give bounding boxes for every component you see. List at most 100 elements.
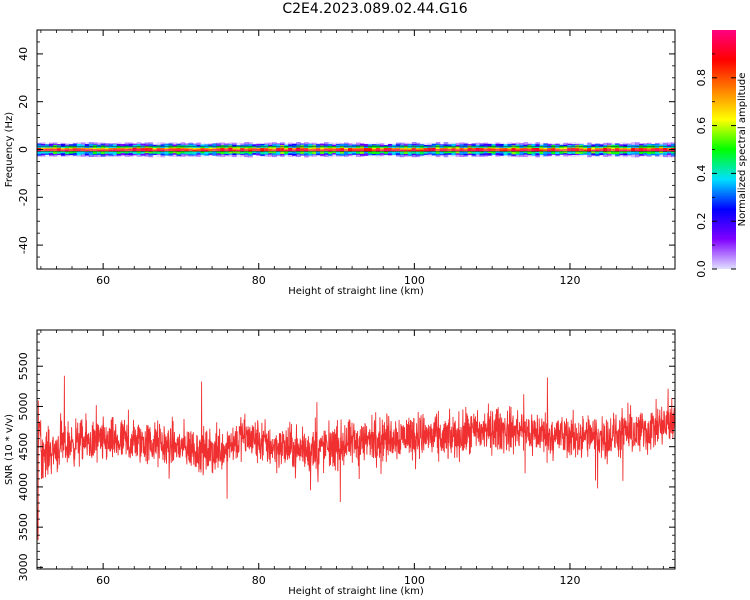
band-cell — [132, 149, 138, 151]
band-cell — [451, 149, 457, 151]
band-cell — [595, 149, 600, 151]
y-tick-label: 3500 — [17, 513, 30, 541]
band-cell — [228, 149, 233, 151]
band-cell — [336, 149, 341, 151]
axes-frame — [36, 29, 676, 270]
figure-title: C2E4.2023.089.02.44.G16 — [282, 1, 468, 17]
band-cell — [84, 149, 90, 151]
band-cell — [435, 149, 441, 151]
band-cell — [431, 149, 437, 151]
band-cell — [523, 149, 529, 151]
band-cell — [627, 149, 632, 151]
band-cell — [272, 149, 277, 151]
band-cell — [52, 149, 58, 151]
band-cell — [328, 149, 333, 151]
band-cell — [579, 149, 584, 151]
band-cell — [447, 149, 453, 151]
band-cell — [88, 149, 94, 151]
band-cell — [348, 149, 353, 151]
band-cell — [260, 149, 265, 151]
band-cell — [659, 149, 664, 151]
x-tick-label: 60 — [96, 274, 110, 287]
band-cell — [152, 149, 158, 151]
band-cell — [471, 149, 477, 151]
band-cell — [603, 149, 608, 151]
band-cell — [156, 149, 162, 151]
y-tick-label: -20 — [17, 188, 30, 206]
band-cell — [144, 149, 150, 151]
band-cell — [304, 149, 309, 151]
band-cell — [563, 149, 568, 151]
band-cell — [44, 149, 50, 151]
band-cell — [439, 149, 445, 151]
band-cell — [391, 149, 397, 151]
band-cell — [555, 149, 560, 151]
band-cell — [140, 149, 146, 151]
band-cell — [37, 149, 42, 151]
band-cell — [467, 149, 473, 151]
band-cell — [288, 149, 293, 151]
band-cell — [587, 149, 592, 151]
band-cell — [459, 149, 465, 151]
axes-frame — [36, 329, 676, 570]
band-cell — [40, 149, 46, 151]
band-cell — [519, 149, 525, 151]
band-cell — [344, 149, 349, 151]
band-cell — [324, 149, 329, 151]
band-cell — [591, 149, 596, 151]
band-cell — [511, 149, 517, 151]
band-cell — [64, 149, 70, 151]
band-cell — [320, 149, 325, 151]
band-cell — [76, 149, 82, 151]
y-tick-label: 5500 — [17, 352, 30, 380]
band-cell — [268, 149, 273, 151]
band-cell — [363, 149, 369, 151]
band-cell — [280, 149, 285, 151]
band-cell — [455, 149, 461, 151]
band-cell — [72, 149, 78, 151]
band-cell — [292, 149, 297, 151]
band-cell — [535, 149, 541, 151]
band-cell — [192, 149, 198, 151]
band-cell — [423, 149, 429, 151]
x-tick-label: 80 — [252, 574, 266, 587]
colorbar-tick-label: 0.8 — [695, 69, 708, 87]
x-tick-label: 60 — [96, 574, 110, 587]
band-cell — [188, 149, 194, 151]
band-cell — [411, 149, 417, 151]
band-cell — [184, 149, 190, 151]
band-cell — [352, 149, 357, 151]
y-tick-label: 3000 — [17, 553, 30, 581]
band-cell — [316, 149, 321, 151]
band-cell — [96, 149, 102, 151]
band-cell — [371, 149, 377, 151]
band-cell — [284, 149, 289, 151]
band-cell — [252, 149, 257, 151]
band-cell — [443, 149, 449, 151]
band-cell — [667, 149, 672, 151]
band-cell — [276, 149, 281, 151]
band-cell — [296, 149, 301, 151]
y-axis-label: Frequency (Hz) — [4, 112, 15, 188]
band-cell — [559, 149, 564, 151]
band-cell — [308, 149, 313, 151]
snr-panel: 60 80 100 120 3000 3500 4000 4500 5000 5500 Height… — [4, 329, 676, 597]
band-cell — [208, 149, 214, 151]
band-cell — [200, 149, 206, 151]
band-cell — [507, 149, 513, 151]
y-tick-label: 20 — [17, 95, 30, 109]
band-cell — [56, 149, 62, 151]
x-tick-label: 80 — [252, 274, 266, 287]
band-cell — [635, 149, 640, 151]
band-cell — [264, 149, 269, 151]
band-cell — [244, 149, 249, 151]
band-cell — [399, 149, 405, 151]
band-cell — [240, 149, 245, 151]
band-cell — [164, 149, 170, 151]
band-cell — [623, 149, 628, 151]
band-cell — [611, 149, 616, 151]
band-cell — [487, 149, 493, 151]
band-cell — [463, 149, 469, 151]
band-cell — [108, 149, 114, 151]
band-cell — [631, 149, 636, 151]
